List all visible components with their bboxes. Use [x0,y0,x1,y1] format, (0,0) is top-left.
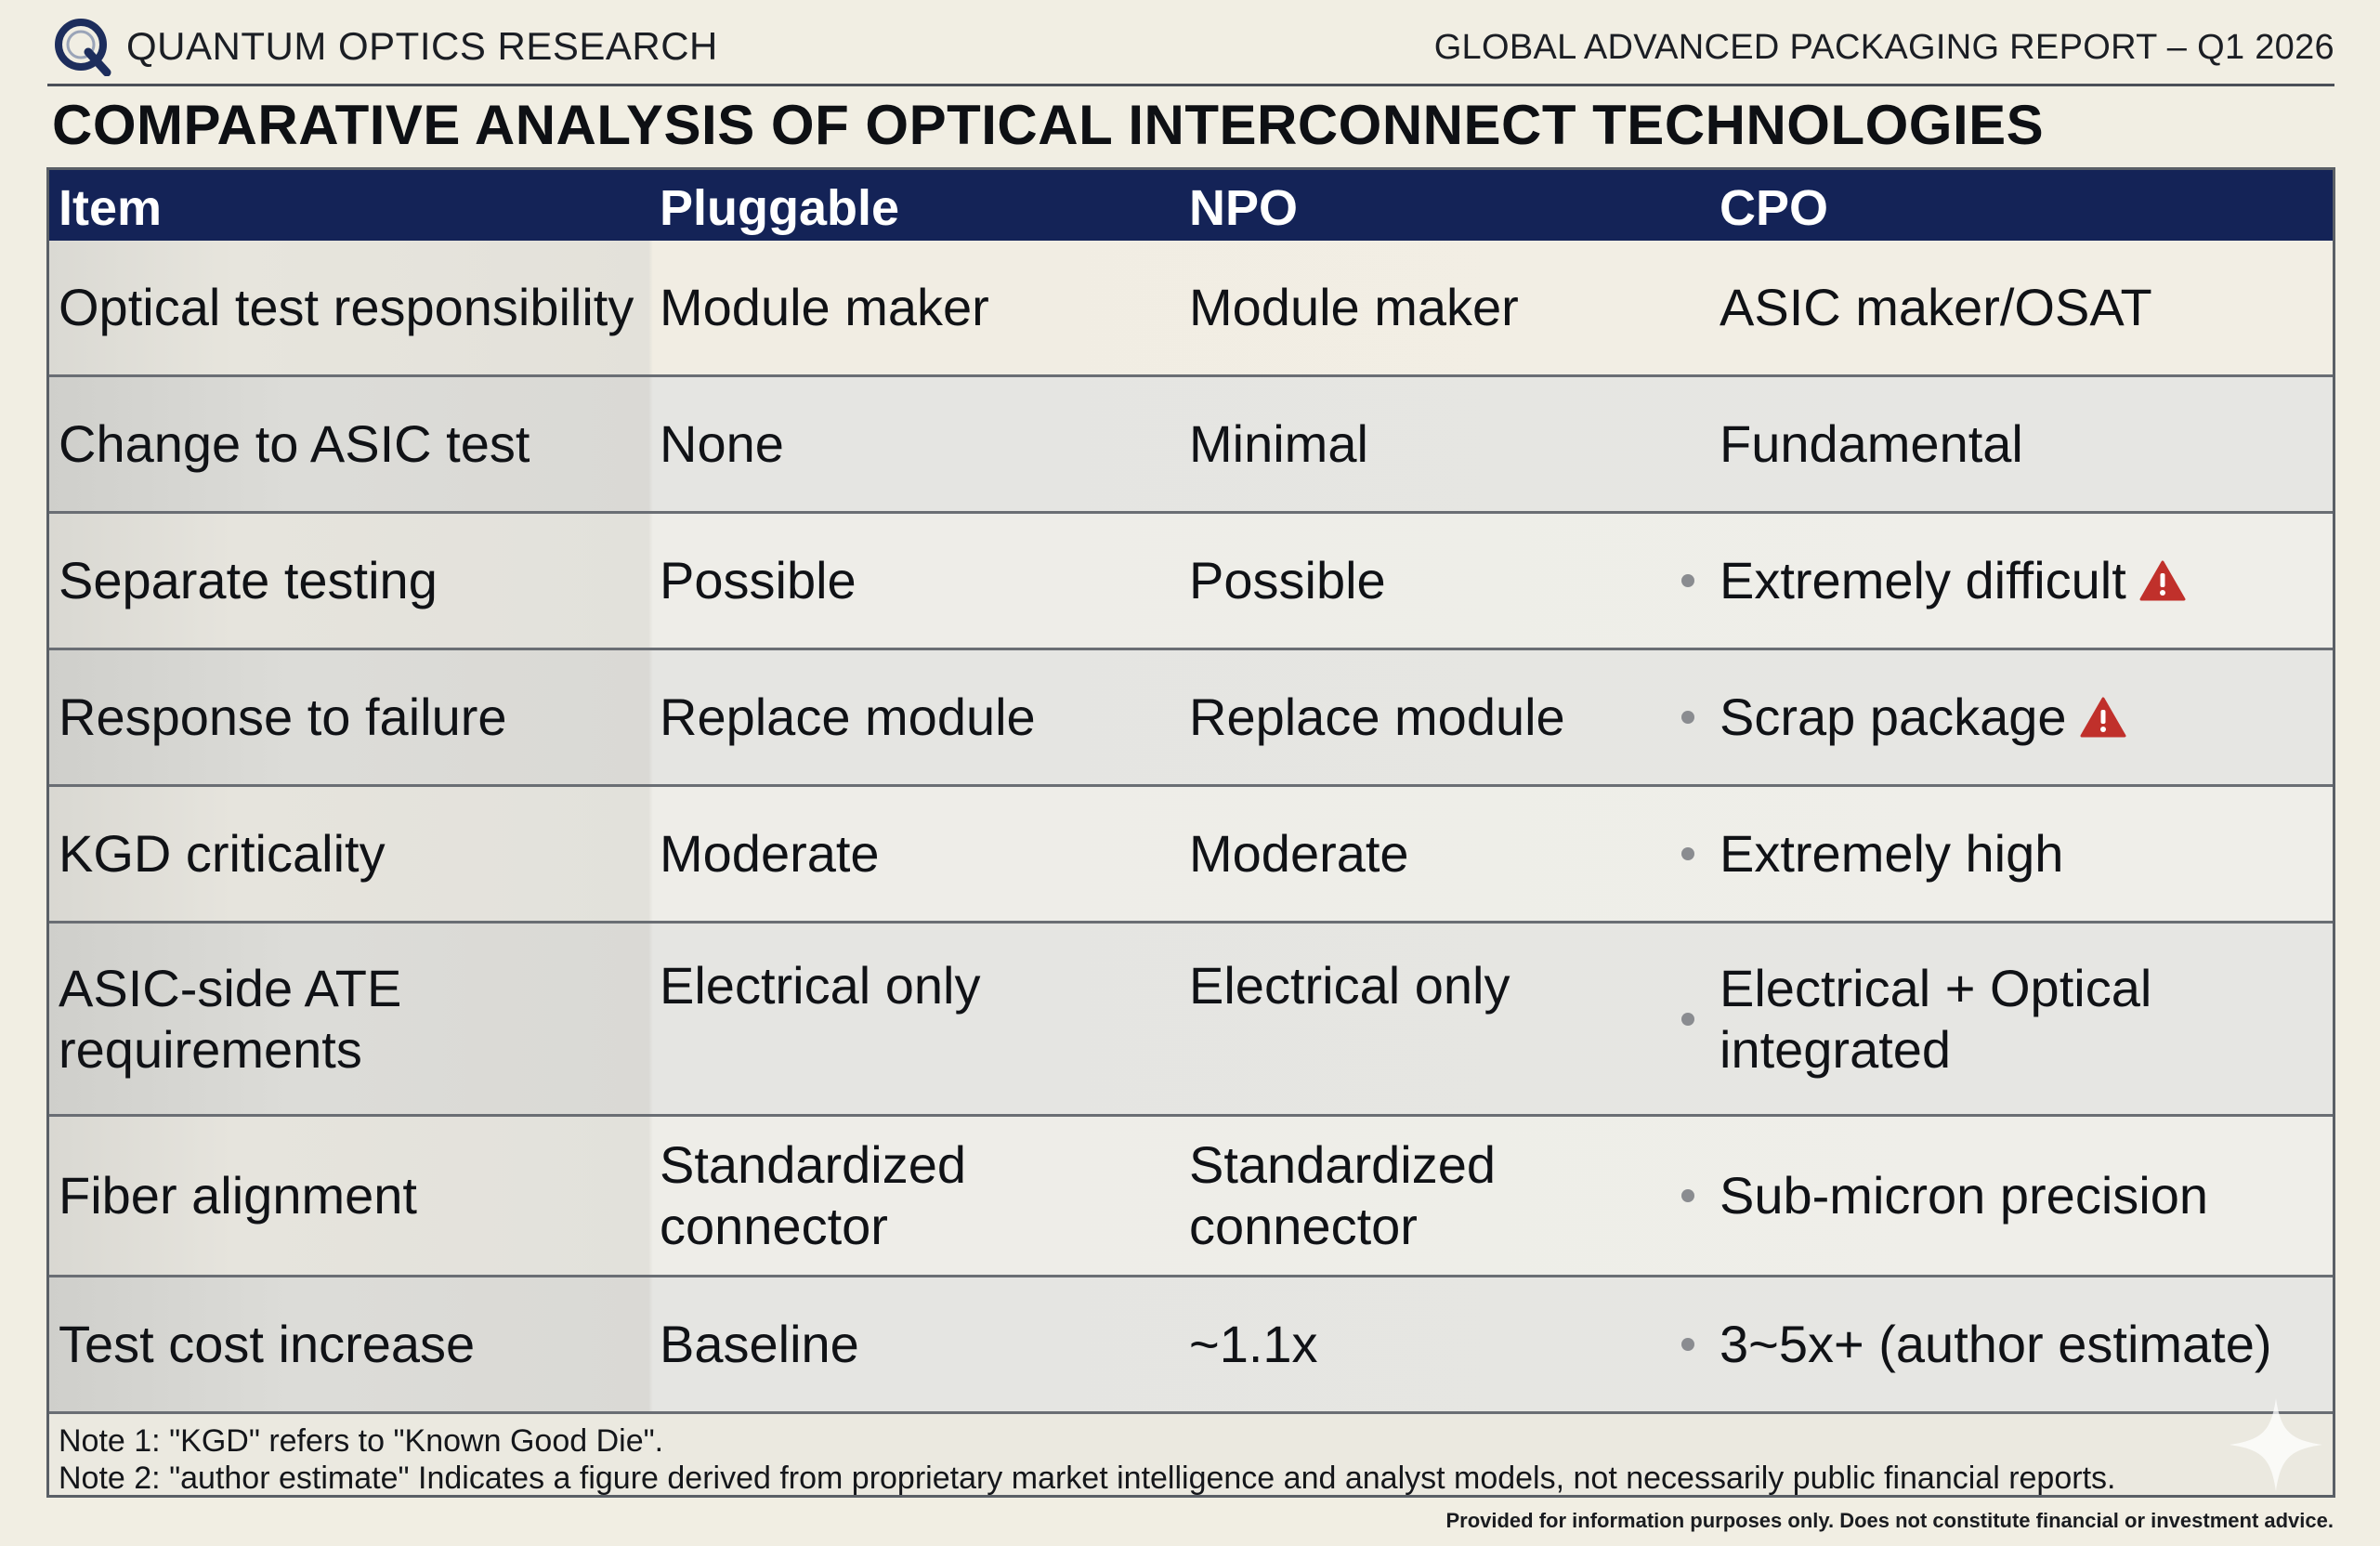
npo-cell: Minimal [1189,414,1368,473]
cpo-cell-text: Scrap package [1720,688,2067,746]
column-header-npo: NPO [1189,180,1299,236]
npo-cell: ~1.1x [1189,1315,1318,1373]
disclaimer-footer: Provided for information purposes only. … [1445,1509,2334,1532]
brand-name: QUANTUM OPTICS RESEARCH [126,24,718,68]
pluggable-cell: Moderate [660,824,880,883]
npo-cell: Replace module [1189,688,1565,746]
table-row: ASIC-side ATE requirements Electrical on… [49,924,2333,1117]
pluggable-cell: Baseline [660,1315,859,1373]
cpo-cell-text: ASIC maker/OSAT [1720,278,2152,336]
cpo-cell-text: 3~5x+ (author estimate) [1720,1315,2272,1373]
row-item-label: Test cost increase [59,1315,476,1373]
bullet-dot-icon [1681,1338,1694,1351]
bullet-dot-icon [1681,1012,1694,1026]
table-row: Fiber alignment Standardized connector S… [49,1117,2333,1277]
npo-cell: Moderate [1189,824,1409,883]
row-item-label: Optical test responsibility [59,278,634,336]
sparkle-icon [2230,1398,2322,1491]
note-2: Note 2: "author estimate" Indicates a fi… [59,1461,2116,1496]
cpo-cell: Electrical + Optical integrated [1681,924,2277,1114]
cpo-cell: ASIC maker/OSAT [1720,241,2314,374]
cpo-cell-text: Fundamental [1720,414,2023,473]
column-header-cpo: CPO [1720,180,1829,236]
cpo-cell-text: Extremely high [1720,824,2064,883]
table-row: Optical test responsibility Module maker… [49,241,2333,377]
pluggable-cell: Module maker [660,278,989,336]
bullet-dot-icon [1681,574,1694,587]
npo-cell: Electrical only [1189,956,1510,1015]
row-item-label: Response to failure [59,688,507,746]
warning-triangle-icon [2080,697,2126,738]
row-item-label: Change to ASIC test [59,414,530,473]
row-item-label: KGD criticality [59,824,386,883]
row-item-label: ASIC-side ATE requirements [59,958,402,1079]
pluggable-cell: Electrical only [660,956,981,1015]
pluggable-cell: None [660,414,784,473]
table-row: Response to failure Replace module Repla… [49,650,2333,787]
npo-cell: Module maker [1189,278,1519,336]
cpo-cell: Sub-micron precision [1681,1117,2314,1275]
column-header-pluggable: Pluggable [660,180,900,236]
comparison-table: Item Pluggable NPO CPO Optical test resp… [46,167,2335,1498]
cpo-cell-text: Extremely difficult [1720,551,2126,609]
cpo-cell-text: Sub-micron precision [1720,1166,2208,1225]
cpo-cell: Fundamental [1720,377,2314,511]
cpo-cell: Extremely high [1681,787,2314,921]
row-item-label: Fiber alignment [59,1166,417,1225]
cpo-cell-text: Electrical + Optical integrated [1720,958,2152,1079]
cpo-cell: 3~5x+ (author estimate) [1681,1277,2314,1411]
npo-cell: Possible [1189,551,1386,609]
row-item-label: Separate testing [59,551,438,609]
table-header-row: Item Pluggable NPO CPO [49,170,2333,241]
report-title: GLOBAL ADVANCED PACKAGING REPORT – Q1 20… [1433,28,2334,67]
table-row: KGD criticality Moderate Moderate Extrem… [49,787,2333,924]
bullet-dot-icon [1681,711,1694,724]
cpo-cell: Scrap package [1681,650,2314,784]
bullet-dot-icon [1681,847,1694,860]
column-header-item: Item [59,180,163,236]
table-row: Change to ASIC test None Minimal Fundame… [49,377,2333,514]
table-row: Separate testing Possible Possible Extre… [49,514,2333,650]
page-title: COMPARATIVE ANALYSIS OF OPTICAL INTERCON… [52,94,2045,156]
pluggable-cell: Possible [660,551,857,609]
warning-triangle-icon [2139,560,2186,601]
q-logo-icon [55,19,111,76]
cpo-cell: Extremely difficult [1681,514,2314,648]
bullet-dot-icon [1681,1189,1694,1202]
table-row: Test cost increase Baseline ~1.1x 3~5x+ … [49,1277,2333,1414]
npo-cell: Standardized connector [1189,1135,1497,1255]
report-header: QUANTUM OPTICS RESEARCH GLOBAL ADVANCED … [47,17,2334,86]
pluggable-cell: Replace module [660,688,1036,746]
pluggable-cell: Standardized connector [660,1135,967,1255]
table-notes: Note 1: "KGD" refers to "Known Good Die"… [59,1422,2325,1497]
note-1: Note 1: "KGD" refers to "Known Good Die"… [59,1423,664,1459]
